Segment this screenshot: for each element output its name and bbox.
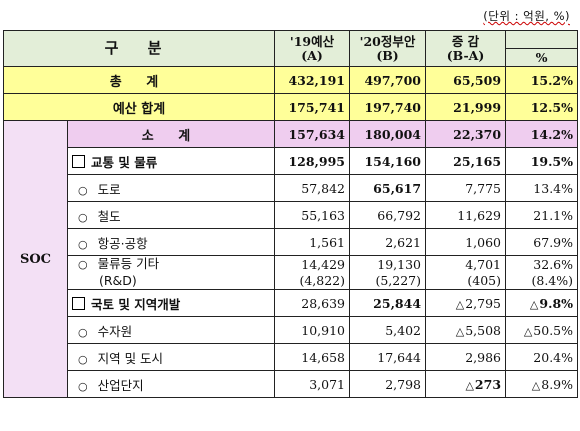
decrease-triangle-icon: △	[523, 324, 533, 338]
header-col-pct: %	[505, 48, 579, 67]
unit-note: (단위 : 억원, %)	[483, 9, 570, 23]
decrease-triangle-icon: △	[465, 378, 474, 392]
industrial-row: ○ 산업단지 3,071 2,798 △273 △8.9%	[4, 370, 579, 398]
bullet-circle-icon: ○	[78, 237, 88, 251]
air-row: ○ 항공·공항 1,561 2,621 1,060 67.9%	[4, 228, 579, 256]
soc-label: SOC	[3, 120, 68, 398]
decrease-triangle-icon: △	[455, 297, 465, 311]
header-col-a: '19예산 (A)	[274, 30, 351, 67]
water-row: ○ 수자원 10,910 5,402 △5,508 △50.5%	[4, 316, 579, 344]
checkbox-square-icon	[72, 154, 85, 168]
bullet-circle-icon: ○	[78, 210, 88, 224]
total-row: 총 계 432,191 497,700 65,509 15.2%	[2, 66, 579, 94]
bullet-circle-icon: ○	[78, 258, 88, 271]
checkbox-square-icon	[72, 296, 85, 310]
soc-subtotal-row: SOC 소 계 157,634 180,004 22,370 14.2%	[3, 120, 579, 398]
budget-total-row: 예산 합계 175,741 197,740 21,999 12.5%	[2, 93, 579, 121]
decrease-triangle-icon: △	[531, 378, 541, 392]
region-row: ○ 지역 및 도시 14,658 17,644 2,986 20.4%	[4, 343, 579, 371]
budget-table: 구 분 '19예산 (A) '20정부안 (B) 증 감 (B-A) % 총 계 43…	[2, 30, 579, 398]
bullet-circle-icon: ○	[78, 325, 88, 339]
header-col-diff: 증 감 (B-A)	[425, 30, 507, 67]
logistics-row: ○ 물류등 기타 (R&D) 14,429 (4,822) 19,130 (5,227…	[4, 255, 579, 290]
decrease-triangle-icon: △	[455, 324, 465, 338]
bullet-circle-icon: ○	[78, 352, 88, 366]
header-category: 구 분	[2, 30, 276, 67]
transport-row: 교통 및 물류 128,995 154,160 25,165 19.5%	[4, 147, 579, 175]
header-col-b: '20정부안 (B)	[349, 30, 427, 67]
land-row: 국토 및 지역개발 28,639 25,844 △2,795 △9.8%	[4, 289, 579, 317]
decrease-triangle-icon: △	[529, 297, 539, 311]
bullet-circle-icon: ○	[78, 183, 88, 197]
rail-row: ○ 철도 55,163 66,792 11,629 21.1%	[4, 201, 579, 229]
bullet-circle-icon: ○	[78, 379, 88, 393]
header-row-1: 구 분 '19예산 (A) '20정부안 (B) 증 감 (B-A)	[2, 30, 579, 67]
road-row: ○ 도로 57,842 65,617 7,775 13.4%	[4, 174, 579, 202]
